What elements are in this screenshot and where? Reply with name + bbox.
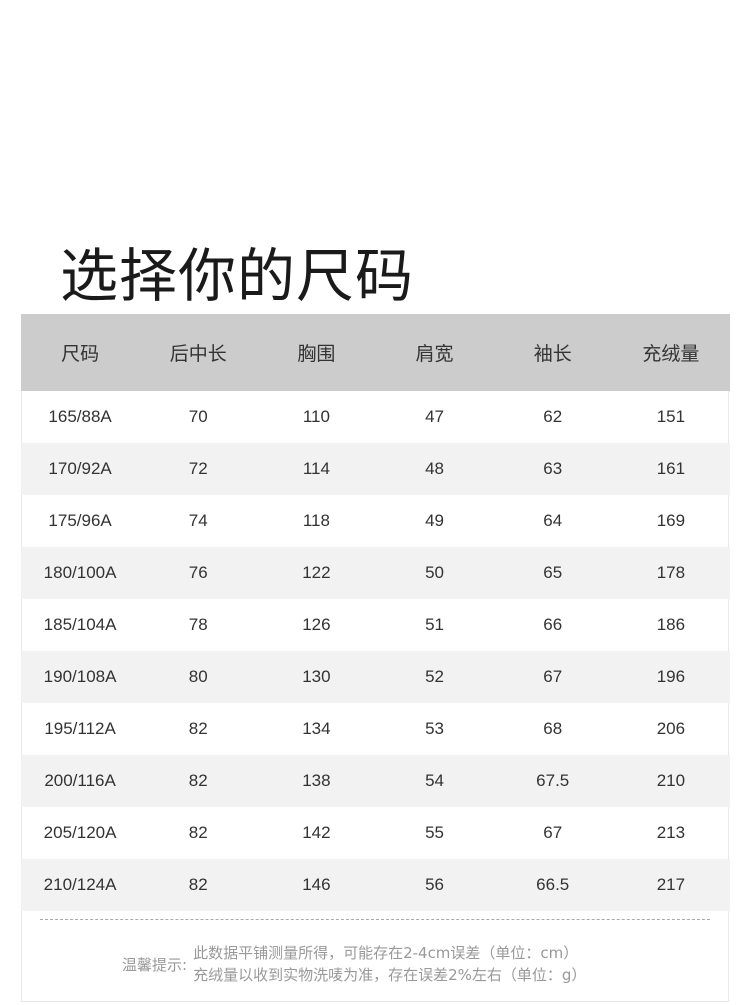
tip-label: 温馨提示: bbox=[122, 955, 188, 974]
table-cell: 66 bbox=[543, 615, 563, 634]
table-cell: 185/104A bbox=[43, 615, 117, 634]
table-cell: 151 bbox=[656, 407, 686, 426]
table-cell: 206 bbox=[656, 719, 686, 738]
table-cell: 49 bbox=[425, 511, 444, 530]
table-cell: 82 bbox=[139, 859, 258, 911]
column-header: 尺码 bbox=[21, 314, 140, 391]
table-row: 210/124A 82 146 56 66.5 217 bbox=[21, 859, 730, 911]
table-cell: 67 bbox=[543, 823, 563, 842]
table-cell: 142 bbox=[302, 823, 331, 842]
divider bbox=[40, 919, 710, 920]
table-cell: 138 bbox=[257, 755, 376, 807]
table-cell: 122 bbox=[257, 547, 376, 599]
table-cell: 161 bbox=[611, 443, 730, 495]
tip-line: 充绒量以收到实物洗唛为准，存在误差2%左右（单位：g） bbox=[193, 966, 587, 984]
table-cell: 66.5 bbox=[493, 859, 612, 911]
table-row: 175/96A 74 118 49 64 169 bbox=[21, 495, 730, 547]
table-cell: 213 bbox=[656, 823, 686, 842]
table-cell: 205/120A bbox=[43, 823, 117, 842]
column-header: 袖长 bbox=[493, 314, 612, 391]
table-cell: 175/96A bbox=[48, 511, 112, 530]
table-cell: 134 bbox=[302, 719, 331, 738]
table-cell: 80 bbox=[139, 651, 258, 703]
table-cell: 165/88A bbox=[48, 407, 112, 426]
table-cell: 169 bbox=[656, 511, 686, 530]
table-cell: 67.5 bbox=[493, 755, 612, 807]
table-cell: 118 bbox=[302, 511, 330, 530]
table-cell: 210 bbox=[611, 755, 730, 807]
table-row: 185/104A 78 126 51 66 186 bbox=[21, 599, 730, 651]
table-cell: 70 bbox=[188, 407, 208, 426]
column-header: 胸围 bbox=[257, 314, 376, 391]
table-cell: 74 bbox=[188, 511, 208, 530]
table-cell: 51 bbox=[425, 615, 444, 634]
table-row: 180/100A 76 122 50 65 178 bbox=[21, 547, 730, 599]
table-cell: 170/92A bbox=[21, 443, 140, 495]
table-header-row: 尺码 后中长 胸围 肩宽 袖长 充绒量 bbox=[21, 314, 730, 391]
page-title: 选择你的尺码 bbox=[60, 241, 415, 310]
table-cell: 50 bbox=[375, 547, 494, 599]
table-row: 205/120A 82 142 55 67 213 bbox=[21, 807, 730, 859]
table-row: 165/88A 70 110 47 62 151 bbox=[21, 391, 730, 443]
table-cell: 114 bbox=[257, 443, 376, 495]
column-header: 肩宽 bbox=[375, 314, 494, 391]
table-cell: 62 bbox=[543, 407, 563, 426]
table-cell: 195/112A bbox=[44, 719, 116, 738]
table-cell: 217 bbox=[611, 859, 730, 911]
table-cell: 47 bbox=[425, 407, 444, 426]
table-cell: 200/116A bbox=[21, 755, 140, 807]
table-cell: 82 bbox=[188, 823, 208, 842]
table-row: 195/112A 82 134 53 68 206 bbox=[21, 703, 730, 755]
table-cell: 210/124A bbox=[21, 859, 140, 911]
table-cell: 55 bbox=[425, 823, 444, 842]
table-cell: 180/100A bbox=[21, 547, 140, 599]
table-cell: 78 bbox=[188, 615, 208, 634]
table-cell: 110 bbox=[302, 407, 330, 426]
table-cell: 126 bbox=[302, 615, 331, 634]
table-row: 200/116A 82 138 54 67.5 210 bbox=[21, 755, 730, 807]
table-cell: 65 bbox=[493, 547, 612, 599]
column-header: 后中长 bbox=[139, 314, 258, 391]
table-cell: 82 bbox=[139, 755, 258, 807]
table-cell: 63 bbox=[493, 443, 612, 495]
table-cell: 72 bbox=[139, 443, 258, 495]
table-cell: 82 bbox=[188, 719, 208, 738]
table-cell: 64 bbox=[543, 511, 563, 530]
table-cell: 190/108A bbox=[21, 651, 140, 703]
column-header: 充绒量 bbox=[611, 314, 730, 391]
size-table: 尺码 后中长 胸围 肩宽 袖长 充绒量 165/88A 70 110 47 62 151 170/92… bbox=[21, 314, 730, 911]
table-cell: 146 bbox=[257, 859, 376, 911]
table-cell: 76 bbox=[139, 547, 258, 599]
table-cell: 178 bbox=[611, 547, 730, 599]
table-cell: 52 bbox=[375, 651, 494, 703]
table-cell: 48 bbox=[375, 443, 494, 495]
table-cell: 54 bbox=[375, 755, 494, 807]
table-cell: 67 bbox=[493, 651, 612, 703]
table-cell: 56 bbox=[375, 859, 494, 911]
table-cell: 68 bbox=[543, 719, 563, 738]
table-cell: 186 bbox=[656, 615, 686, 634]
table-cell: 196 bbox=[611, 651, 730, 703]
table-row: 190/108A 80 130 52 67 196 bbox=[21, 651, 730, 703]
tip-line: 此数据平铺测量所得，可能存在2-4cm误差（单位：cm） bbox=[193, 944, 579, 962]
table-row: 170/92A 72 114 48 63 161 bbox=[21, 443, 730, 495]
tip-note: 温馨提示: 此数据平铺测量所得，可能存在2-4cm误差（单位：cm） 充绒量以收… bbox=[122, 942, 586, 986]
table-cell: 130 bbox=[257, 651, 376, 703]
table-cell: 53 bbox=[425, 719, 444, 738]
